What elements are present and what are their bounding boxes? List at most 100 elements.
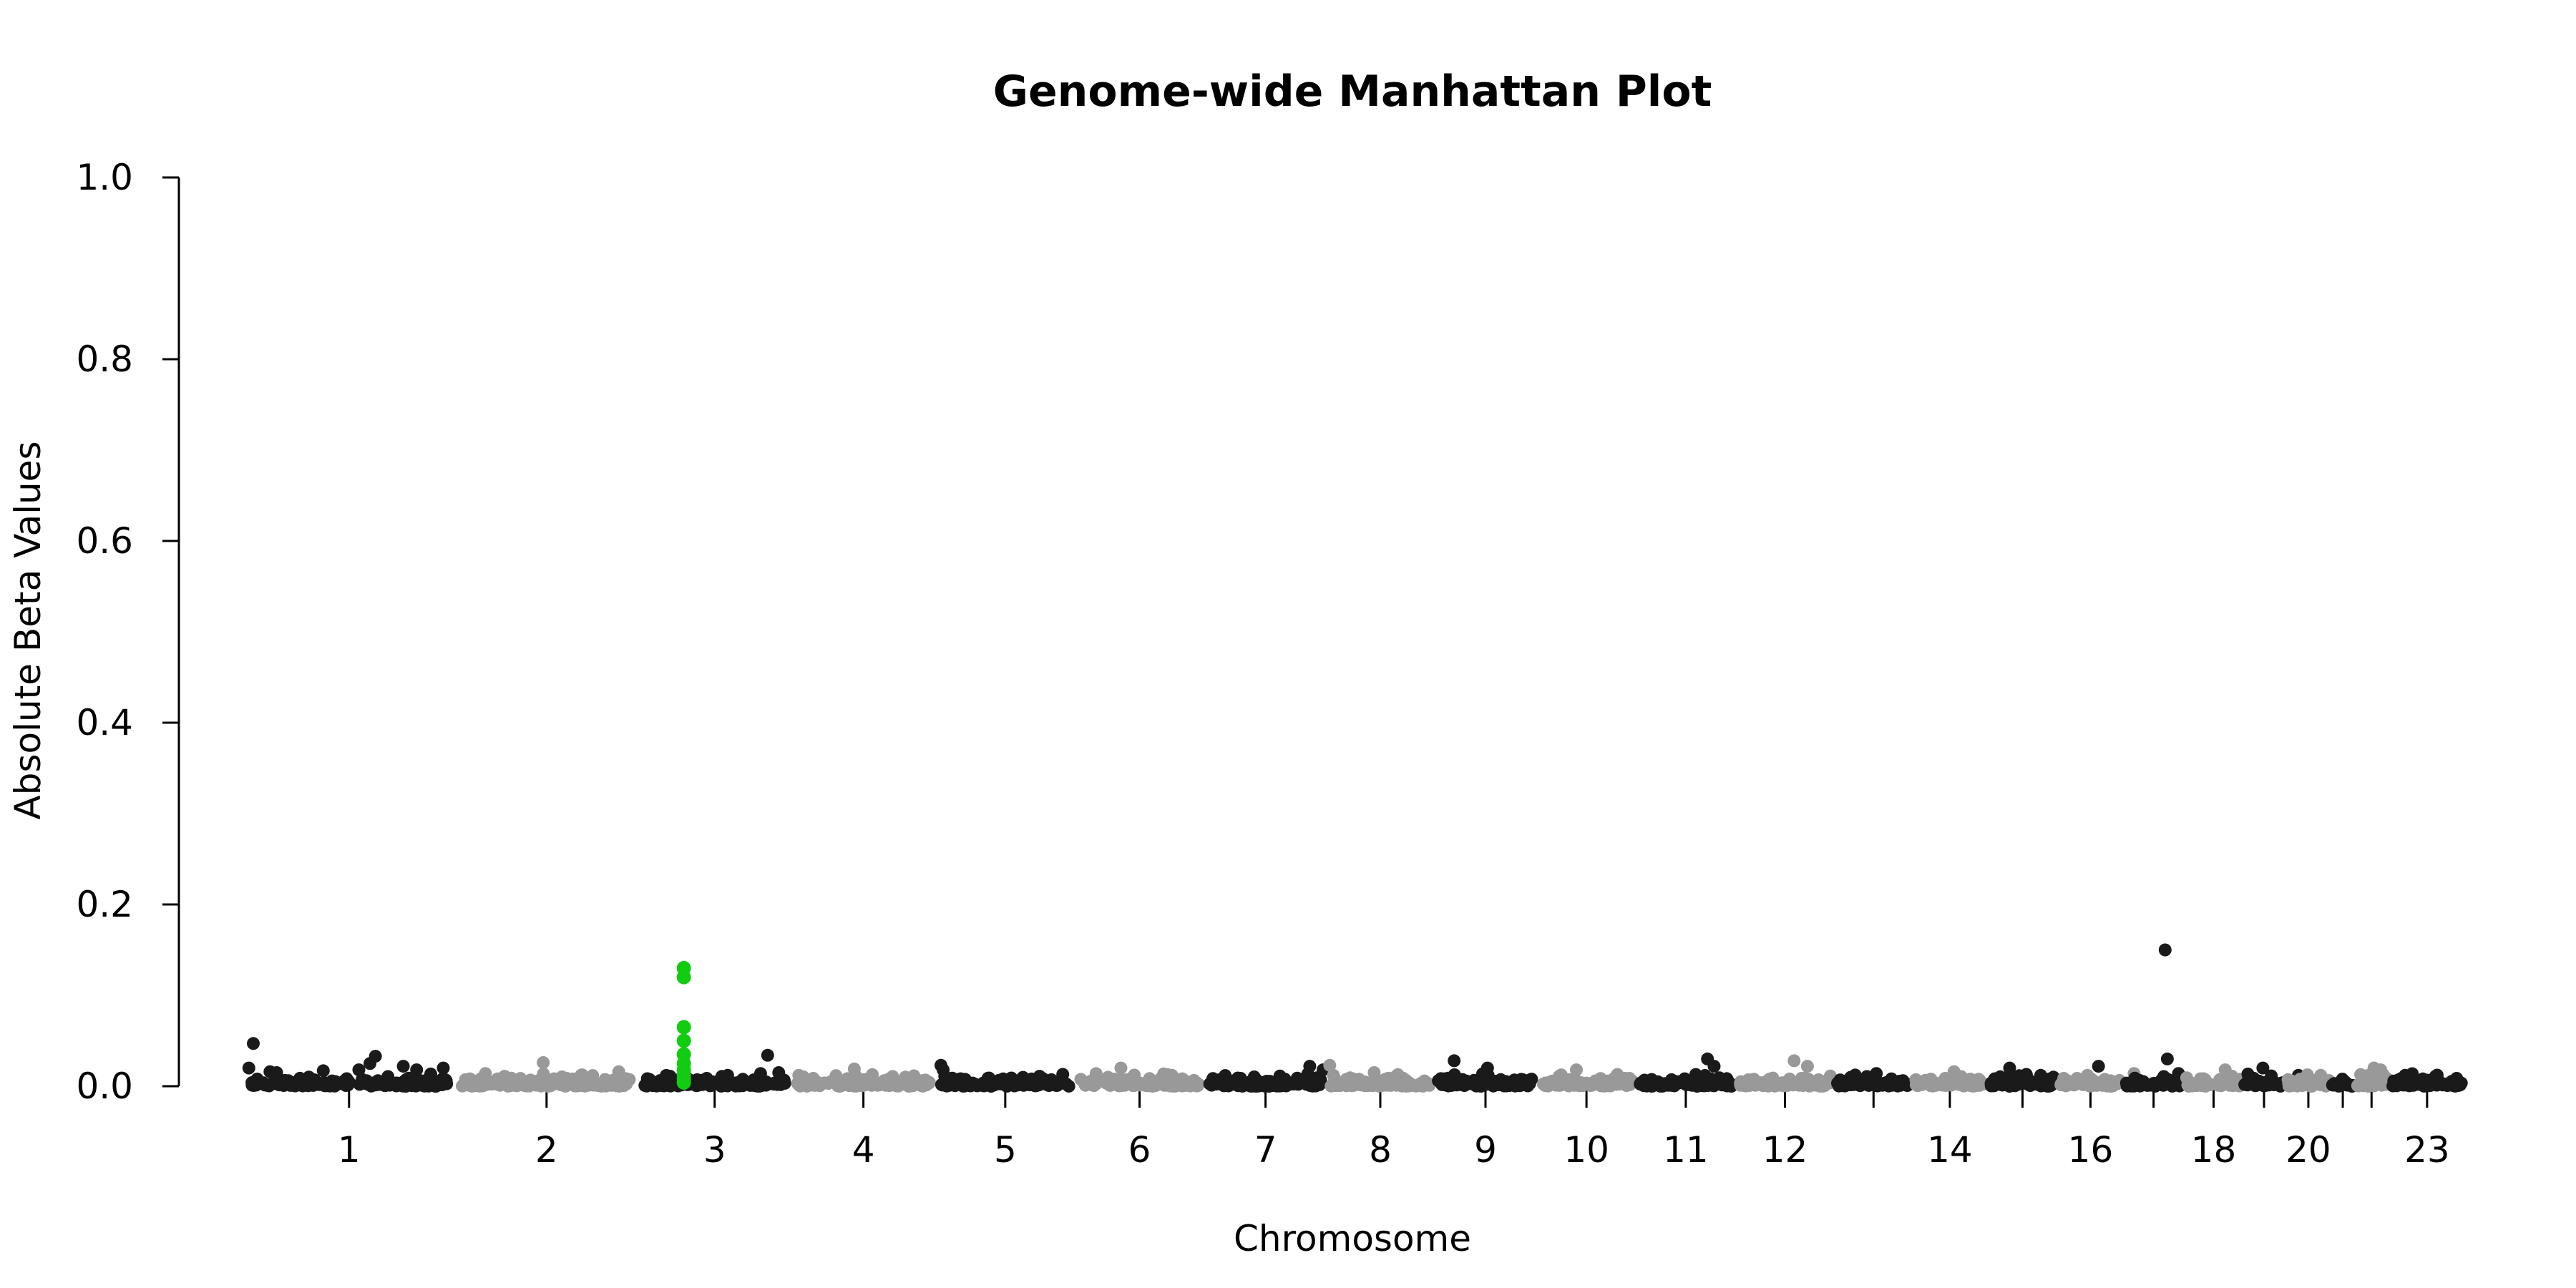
highlight-point xyxy=(676,970,691,985)
data-point-chr-7 xyxy=(1287,1077,1301,1091)
peak-point-chr-14 xyxy=(1947,1065,1961,1078)
data-point-chr-17 xyxy=(2121,1078,2135,1091)
data-point-chr-2 xyxy=(612,1078,625,1091)
x-axis-ticks: 1 2 3 4 5 6 7 8 9 10 11 12 14 16 18 20 23 xyxy=(338,1086,2450,1171)
data-point-chr-11 xyxy=(1645,1079,1659,1093)
data-point-chr-8 xyxy=(1328,1072,1342,1085)
data-point-chr-13 xyxy=(1844,1078,1858,1091)
data-point-chr-10 xyxy=(1611,1068,1624,1081)
data-point-chr-16 xyxy=(2054,1077,2068,1091)
data-point-chr-2 xyxy=(504,1079,517,1093)
data-point-chr-5 xyxy=(939,1073,952,1086)
peak-point-chr-3 xyxy=(663,1070,677,1083)
data-point-chr-3 xyxy=(749,1077,763,1091)
data-point-chr-2 xyxy=(471,1076,484,1090)
data-point-chr-6 xyxy=(1118,1078,1131,1092)
peak-point-chr-13 xyxy=(1870,1067,1883,1080)
data-point-chr-2 xyxy=(600,1077,613,1091)
x-tick-label-chr-16: 16 xyxy=(2068,1129,2114,1171)
y-tick-label: 0.8 xyxy=(76,338,133,380)
peak-point-chr-23 xyxy=(2416,1072,2429,1085)
x-tick-label-chr-5: 5 xyxy=(994,1129,1017,1171)
data-point-chr-23 xyxy=(2429,1070,2442,1083)
data-point-chr-1 xyxy=(287,1077,301,1091)
peak-point-chr-1 xyxy=(242,1061,255,1075)
data-point-chr-7 xyxy=(1300,1075,1314,1088)
data-point-chr-11 xyxy=(1634,1078,1647,1091)
y-tick-label: 0.6 xyxy=(76,520,133,562)
peak-point-chr-1 xyxy=(396,1060,410,1073)
x-tick-label-chr-23: 23 xyxy=(2404,1129,2450,1171)
peak-point-chr-1 xyxy=(352,1063,366,1077)
x-axis-label: Chromosome xyxy=(1234,1218,1471,1259)
data-point-chr-1 xyxy=(250,1078,263,1092)
data-point-chr-5 xyxy=(1050,1078,1064,1092)
data-point-chr-22 xyxy=(2363,1073,2376,1086)
data-point-chr-4 xyxy=(841,1072,854,1085)
data-point-chr-1 xyxy=(326,1075,339,1088)
x-tick-label-chr-3: 3 xyxy=(703,1129,726,1171)
data-point-chr-1 xyxy=(440,1077,454,1091)
data-point-chr-6 xyxy=(1106,1078,1120,1091)
x-tick-label-chr-4: 4 xyxy=(852,1129,875,1171)
data-point-chr-9 xyxy=(1520,1078,1533,1091)
data-point-chr-3 xyxy=(691,1073,704,1086)
peak-point-chr-6 xyxy=(1114,1061,1128,1075)
data-point-chr-2 xyxy=(568,1079,582,1093)
data-point-chr-7 xyxy=(1236,1076,1249,1090)
peak-point-chr-2 xyxy=(479,1067,492,1080)
data-point-chr-2 xyxy=(518,1079,532,1093)
data-point-chr-15 xyxy=(2024,1079,2037,1093)
data-point-chr-9 xyxy=(1447,1075,1460,1088)
chart-title: Genome-wide Manhattan Plot xyxy=(993,67,1712,117)
data-point-chr-11 xyxy=(1721,1076,1735,1090)
peak-point-chr-1 xyxy=(316,1064,330,1078)
highlight-point xyxy=(676,1020,691,1035)
peak-point-chr-5 xyxy=(996,1072,1010,1085)
data-point-chr-5 xyxy=(958,1073,972,1086)
peak-point-chr-2 xyxy=(612,1065,625,1078)
data-point-chr-11 xyxy=(1707,1079,1720,1092)
data-point-chr-14 xyxy=(1973,1078,1986,1092)
data-point-chr-15 xyxy=(1994,1070,2007,1083)
data-point-chr-7 xyxy=(1260,1075,1274,1088)
x-tick-label-chr-7: 7 xyxy=(1254,1129,1277,1171)
data-point-chr-9 xyxy=(1458,1079,1471,1093)
data-point-chr-17 xyxy=(2147,1079,2161,1093)
data-point-chr-19 xyxy=(2271,1077,2285,1091)
y-axis-ticks: 0.0 0.2 0.4 0.6 0.8 1.0 xyxy=(76,157,179,1107)
data-point-chr-3 xyxy=(638,1079,652,1093)
data-point-chr-13 xyxy=(1833,1075,1847,1088)
data-point-chr-8 xyxy=(1395,1079,1409,1093)
peak-point-chr-2 xyxy=(575,1068,587,1082)
y-axis-label: Absolute Beta Values xyxy=(7,441,49,820)
peak-point-chr-10 xyxy=(1570,1063,1583,1077)
peak-point-chr-5 xyxy=(937,1063,950,1077)
peak-point-chr-1 xyxy=(369,1050,382,1063)
data-point-chr-10 xyxy=(1597,1078,1610,1091)
data-point-chr-19 xyxy=(2249,1078,2263,1092)
x-tick-label-chr-8: 8 xyxy=(1369,1129,1392,1171)
data-point-chr-7 xyxy=(1214,1073,1227,1086)
data-point-chr-12 xyxy=(1768,1078,1782,1091)
data-points xyxy=(242,943,2468,1093)
peak-point-chr-3 xyxy=(721,1068,734,1082)
peak-point-chr-19 xyxy=(2256,1061,2270,1075)
highlight-point xyxy=(676,1033,691,1048)
data-point-chr-5 xyxy=(977,1078,991,1092)
data-point-chr-4 xyxy=(868,1078,882,1091)
data-point-chr-6 xyxy=(1144,1078,1157,1091)
peak-point-chr-7 xyxy=(1303,1060,1317,1073)
peak-point-chr-20 xyxy=(2314,1068,2328,1082)
data-point-chr-6 xyxy=(1085,1078,1099,1092)
data-point-chr-14 xyxy=(1943,1075,1956,1089)
peak-point-chr-17 xyxy=(2158,943,2172,957)
y-tick-label: 0.2 xyxy=(76,884,133,925)
data-point-chr-9 xyxy=(1508,1074,1522,1088)
x-tick-label-chr-12: 12 xyxy=(1762,1129,1808,1171)
x-tick-label-chr-14: 14 xyxy=(1927,1129,1973,1171)
data-point-chr-15 xyxy=(2010,1076,2024,1090)
x-tick-label-chr-1: 1 xyxy=(338,1129,361,1171)
data-point-chr-17 xyxy=(2160,1073,2174,1085)
